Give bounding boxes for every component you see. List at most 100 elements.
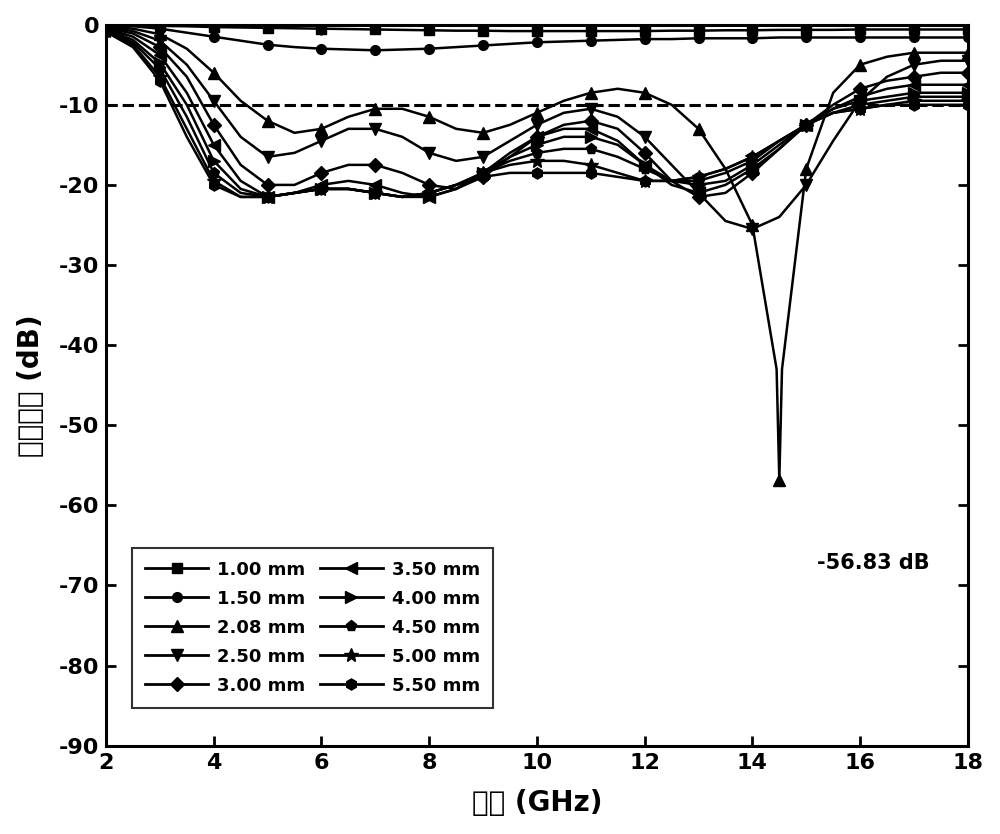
3.50 mm bbox=[181, 88, 193, 98]
2.50 mm bbox=[612, 112, 624, 122]
1.50 mm bbox=[396, 44, 408, 54]
1.00 mm bbox=[612, 26, 624, 36]
4.00 mm bbox=[693, 180, 705, 190]
2.50 mm bbox=[881, 72, 893, 82]
5.50 mm bbox=[127, 42, 139, 52]
5.50 mm bbox=[693, 172, 705, 182]
3.50 mm bbox=[315, 180, 327, 190]
3.50 mm bbox=[504, 148, 516, 158]
4.00 mm bbox=[558, 132, 570, 142]
3.00 mm bbox=[962, 68, 974, 78]
3.50 mm bbox=[827, 103, 839, 113]
5.50 mm bbox=[423, 188, 435, 198]
5.50 mm bbox=[719, 163, 731, 173]
2.08 mm bbox=[154, 29, 166, 39]
4.50 mm bbox=[208, 168, 220, 178]
4.50 mm bbox=[962, 92, 974, 102]
4.50 mm bbox=[315, 184, 327, 194]
3.50 mm bbox=[558, 123, 570, 133]
5.00 mm bbox=[773, 136, 785, 146]
5.50 mm bbox=[639, 176, 651, 186]
1.00 mm bbox=[908, 24, 920, 34]
3.50 mm bbox=[396, 188, 408, 198]
2.08 mm bbox=[558, 96, 570, 106]
5.00 mm bbox=[262, 192, 274, 202]
4.50 mm bbox=[235, 188, 247, 198]
4.00 mm bbox=[881, 92, 893, 102]
5.50 mm bbox=[208, 180, 220, 190]
2.50 mm bbox=[531, 120, 543, 130]
4.50 mm bbox=[531, 148, 543, 158]
2.08 mm bbox=[181, 43, 193, 53]
4.50 mm bbox=[369, 188, 381, 198]
X-axis label: 频率 (GHz): 频率 (GHz) bbox=[472, 789, 602, 817]
2.50 mm bbox=[639, 132, 651, 142]
3.00 mm bbox=[558, 120, 570, 130]
2.50 mm bbox=[181, 60, 193, 70]
2.08 mm bbox=[773, 475, 785, 485]
4.00 mm bbox=[127, 35, 139, 45]
4.00 mm bbox=[396, 192, 408, 202]
2.50 mm bbox=[208, 96, 220, 106]
2.50 mm bbox=[585, 103, 597, 113]
2.08 mm bbox=[612, 83, 624, 93]
5.50 mm bbox=[746, 152, 758, 162]
5.00 mm bbox=[154, 72, 166, 82]
3.00 mm bbox=[773, 143, 785, 153]
5.00 mm bbox=[208, 176, 220, 186]
4.00 mm bbox=[100, 24, 112, 34]
2.08 mm bbox=[746, 220, 758, 230]
5.50 mm bbox=[396, 192, 408, 202]
1.50 mm bbox=[719, 33, 731, 43]
2.08 mm bbox=[450, 123, 462, 133]
5.00 mm bbox=[423, 188, 435, 198]
3.00 mm bbox=[612, 123, 624, 133]
4.00 mm bbox=[746, 160, 758, 170]
1.50 mm bbox=[666, 34, 678, 44]
5.00 mm bbox=[369, 188, 381, 198]
2.08 mm bbox=[369, 103, 381, 113]
1.50 mm bbox=[800, 33, 812, 43]
2.50 mm bbox=[666, 160, 678, 170]
5.50 mm bbox=[854, 103, 866, 113]
1.50 mm bbox=[558, 37, 570, 47]
3.50 mm bbox=[369, 180, 381, 190]
1.50 mm bbox=[612, 35, 624, 45]
2.08 mm bbox=[315, 123, 327, 133]
2.50 mm bbox=[935, 56, 947, 66]
3.50 mm bbox=[800, 120, 812, 130]
1.00 mm bbox=[773, 25, 785, 35]
2.50 mm bbox=[315, 136, 327, 146]
4.50 mm bbox=[558, 143, 570, 153]
3.00 mm bbox=[423, 180, 435, 190]
5.00 mm bbox=[908, 96, 920, 106]
3.00 mm bbox=[531, 132, 543, 142]
2.50 mm bbox=[854, 96, 866, 106]
2.50 mm bbox=[369, 123, 381, 133]
4.50 mm bbox=[693, 176, 705, 186]
1.00 mm bbox=[289, 23, 301, 33]
Text: -56.83 dB: -56.83 dB bbox=[817, 554, 930, 574]
1.00 mm bbox=[208, 22, 220, 32]
4.50 mm bbox=[450, 180, 462, 190]
3.00 mm bbox=[827, 100, 839, 110]
2.08 mm bbox=[693, 123, 705, 133]
5.50 mm bbox=[612, 172, 624, 182]
Line: 3.50 mm: 3.50 mm bbox=[100, 23, 973, 203]
2.08 mm bbox=[935, 48, 947, 58]
3.00 mm bbox=[369, 160, 381, 170]
3.00 mm bbox=[746, 168, 758, 178]
5.00 mm bbox=[962, 96, 974, 106]
3.00 mm bbox=[666, 176, 678, 186]
3.00 mm bbox=[154, 42, 166, 52]
1.50 mm bbox=[504, 39, 516, 49]
2.08 mm bbox=[477, 128, 489, 138]
4.50 mm bbox=[746, 156, 758, 166]
4.00 mm bbox=[854, 96, 866, 106]
1.00 mm bbox=[639, 26, 651, 36]
3.00 mm bbox=[181, 72, 193, 82]
4.00 mm bbox=[315, 184, 327, 194]
3.00 mm bbox=[289, 180, 301, 190]
3.00 mm bbox=[477, 172, 489, 182]
2.08 mm bbox=[666, 100, 678, 110]
